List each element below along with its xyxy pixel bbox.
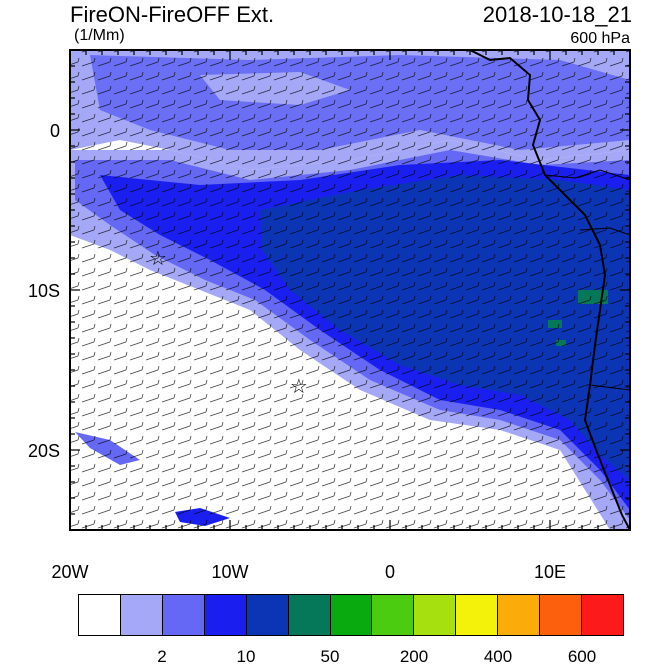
colorbar-box xyxy=(162,595,205,635)
colorbar-box xyxy=(246,595,289,635)
y-tick-label: 20S xyxy=(28,441,60,461)
colorbar-box xyxy=(288,595,331,635)
colorbar-box xyxy=(372,595,415,635)
colorbar-box xyxy=(204,595,247,635)
x-tick-label: 10W xyxy=(211,562,248,582)
colorbar-label: 10 xyxy=(236,647,256,666)
colorbar-box xyxy=(330,595,373,635)
axis-ticks xyxy=(69,49,631,531)
x-tick-label: 20W xyxy=(51,562,88,582)
colorbar-box xyxy=(414,595,457,635)
colorbar-box xyxy=(498,595,541,635)
plot-title: FireON-FireOFF Ext. xyxy=(70,2,275,27)
colorbar-box xyxy=(456,595,499,635)
pressure-level-label: 600 hPa xyxy=(570,30,630,47)
x-tick-label: 10E xyxy=(534,562,566,582)
colorbar-label: 200 xyxy=(399,647,429,666)
units-label: (1/Mm) xyxy=(74,27,125,44)
colorbar-label: 400 xyxy=(483,647,513,666)
colorbar-box xyxy=(79,595,121,635)
colorbar-box xyxy=(582,595,623,635)
colorbar-box xyxy=(540,595,583,635)
extinction-field xyxy=(70,50,630,530)
colorbar-label: 50 xyxy=(320,647,340,666)
colorbar-label: 2 xyxy=(157,647,167,666)
y-tick-label: 0 xyxy=(50,121,60,141)
star-marker-1: ☆ xyxy=(149,246,167,270)
y-tick-label: 10S xyxy=(28,281,60,301)
colorbar-label: 600 xyxy=(567,647,597,666)
timestamp-label: 2018-10-18_21 xyxy=(482,2,632,27)
x-tick-label: 0 xyxy=(385,562,395,582)
map-markers: ☆☆ xyxy=(149,246,308,398)
axis-tick-labels: 20W 10W 0 10E 0 10S 20S xyxy=(28,121,566,582)
colorbar xyxy=(78,594,624,636)
star-marker-2: ☆ xyxy=(290,374,308,398)
colorbar-box xyxy=(120,595,163,635)
